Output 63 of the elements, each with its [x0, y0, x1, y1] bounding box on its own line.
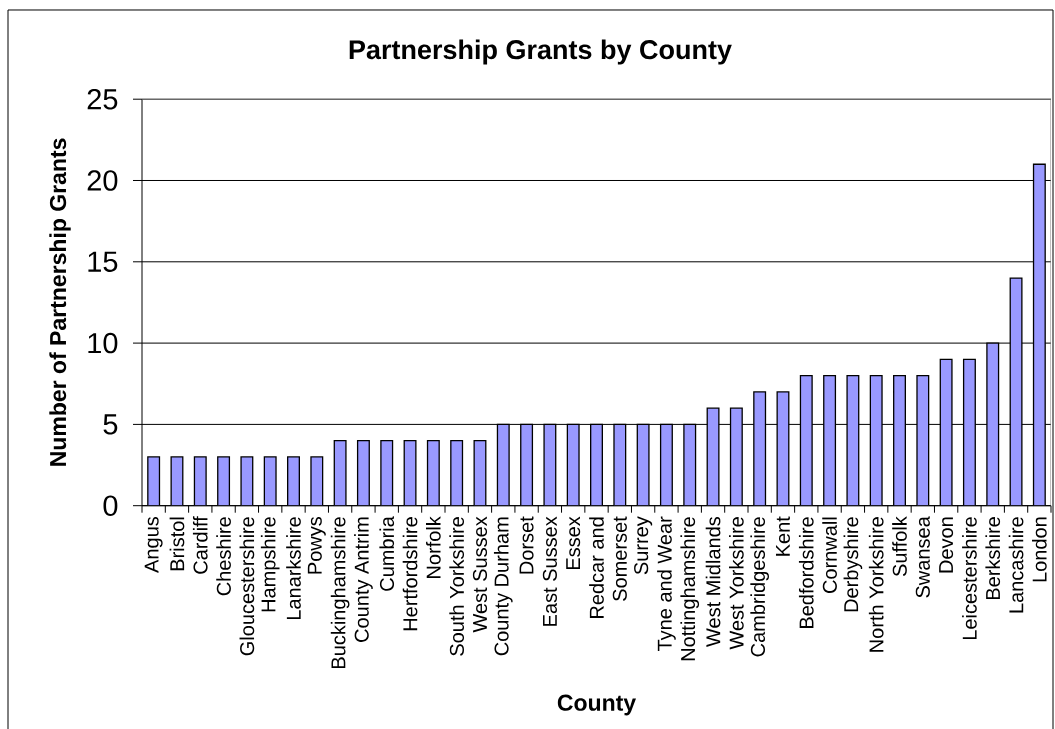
x-tick-label: Devon	[939, 517, 954, 573]
bar	[590, 423, 603, 506]
bar	[962, 358, 976, 506]
x-tick-label: Essex	[566, 516, 581, 570]
bar	[753, 391, 767, 506]
bar	[147, 456, 161, 506]
x-tick-label: West Sussex	[472, 516, 488, 633]
x-tick-label: Kent	[775, 516, 790, 556]
x-tick-label: Lanarkshire	[286, 517, 301, 620]
x-tick-label: Suffolk	[892, 516, 907, 577]
x-tick-label: County Antrim	[354, 517, 373, 642]
bar	[217, 456, 231, 506]
bar	[729, 407, 743, 506]
y-tick-label: 15	[88, 251, 118, 272]
x-tick-label: Hertfordshire	[402, 517, 418, 631]
bar	[823, 374, 837, 506]
x-tick-label: Norfolk	[426, 516, 441, 578]
x-tick-label: East Sussex	[542, 516, 557, 626]
chart-title: Partnership Grants by County	[349, 39, 732, 65]
x-tick-label: Swansea	[915, 516, 930, 598]
bar	[426, 440, 440, 506]
y-tick-label: 0	[103, 495, 118, 516]
x-tick-label: Dorset	[519, 516, 534, 574]
x-tick-label: Cheshire	[216, 517, 231, 596]
x-tick-label: Leicestershire	[962, 517, 977, 640]
x-tick-label: Cornwall	[822, 517, 837, 594]
x-tick-label: West Yorkshire	[729, 517, 744, 650]
x-tick-label: Nottinghamshire	[680, 517, 700, 661]
x-tick-label: Gloucestershire	[239, 517, 255, 656]
x-tick-label: Buckinghamshire	[330, 517, 350, 668]
x-tick-label: Surrey	[634, 516, 653, 575]
x-tick-label: North Yorkshire	[868, 517, 884, 652]
x-tick-label: Berkshire	[985, 517, 1001, 600]
bar	[893, 374, 906, 506]
x-axis-title: County	[557, 694, 636, 716]
y-tick-label: 20	[87, 170, 118, 191]
x-tick-label: Cambridgeshire	[750, 517, 769, 657]
x-tick-label: Derbyshire	[843, 517, 863, 612]
x-tick-label: Redcar and	[589, 517, 604, 618]
bar	[1032, 163, 1046, 506]
bar	[450, 440, 464, 506]
x-tick-label: Somerset	[612, 516, 627, 601]
x-tick-label: London	[1032, 517, 1047, 582]
bar	[520, 423, 534, 506]
x-tick-label: South Yorkshire	[449, 517, 465, 656]
bar	[356, 440, 370, 506]
x-tick-label: Cardiff	[192, 516, 208, 574]
x-tick-label: County Durham	[493, 517, 513, 656]
x-tick-label: Hampshire	[260, 517, 280, 612]
x-tick-label: Bristol	[169, 517, 185, 571]
y-tick-label: 10	[88, 332, 118, 354]
y-axis-title: Number of Partnership Grants	[49, 138, 71, 466]
y-tick-label: 25	[87, 88, 118, 110]
x-tick-label: Cumbria	[379, 516, 395, 591]
x-tick-label: Lancashire	[1008, 517, 1024, 613]
bar	[659, 423, 673, 506]
x-tick-label: Tyne and Wear	[657, 516, 676, 652]
x-tick-label: Powys	[307, 516, 326, 574]
x-tick-label: West Midlands	[705, 516, 721, 647]
y-tick-label: 5	[103, 414, 118, 435]
x-tick-label: Bedfordshire	[798, 517, 814, 628]
bar	[287, 456, 300, 506]
x-tick-label: Angus	[144, 516, 163, 573]
